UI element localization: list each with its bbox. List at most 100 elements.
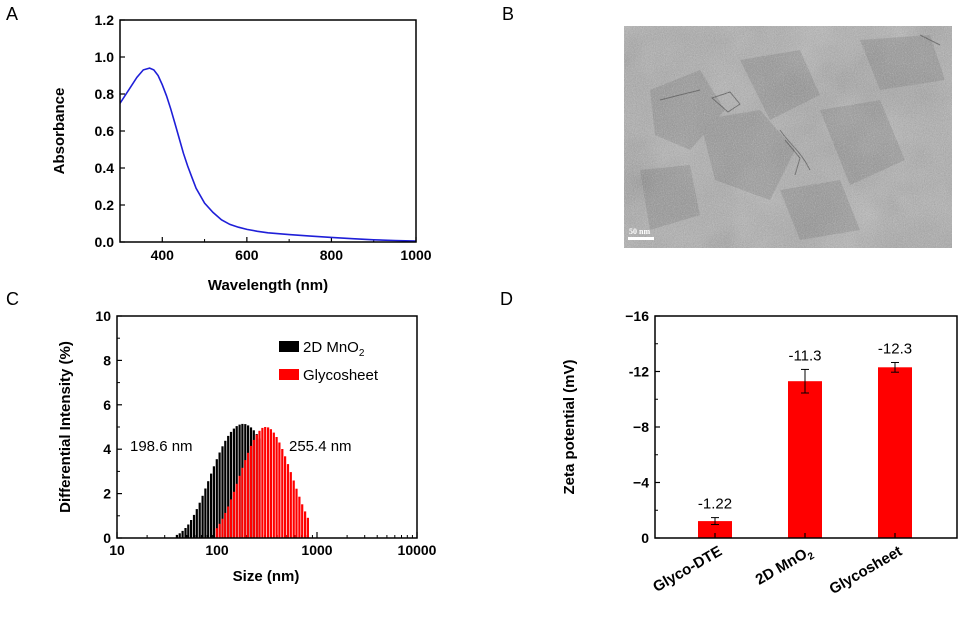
bar [218,523,221,538]
bar [232,491,235,538]
panel-c: C 10 100 1000 10000 0 2 4 6 8 10 2D MnO2 Glycoshe… [6,289,437,585]
x-tick-label: 600 [235,247,259,263]
bar [227,506,230,538]
bar [272,432,275,538]
bar [198,502,201,538]
x-tick-label: 100 [205,542,229,558]
x-tick-label: 400 [151,247,175,263]
y-tick-label: 0.6 [95,123,115,139]
bar [264,427,267,538]
bar [229,499,233,538]
panel-label-d: D [500,289,513,309]
bar [192,514,196,538]
absorbance-curve [120,67,416,242]
panel-a-ticks: 400 600 800 1000 0.0 0.2 0.4 0.6 0.8 1.0 1.2 [95,12,432,263]
value-label: -12.3 [878,340,912,357]
x-tick-label: 1000 [400,247,431,263]
bar [278,442,281,538]
bar [224,512,227,538]
bar [207,481,210,538]
panel-a-ylabel: Absorbance [51,88,68,175]
y-tick-label: 6 [103,397,111,413]
bar [298,496,301,538]
bar [306,517,309,538]
bar [247,452,250,538]
y-tick-label: 0 [641,530,649,546]
bar [215,459,218,538]
series-glycosheet [215,427,309,538]
bar [261,427,264,538]
bar [241,467,244,538]
panel-c-frame [116,315,418,539]
bar [227,435,230,538]
y-tick-label: 0.0 [95,234,115,250]
bar [304,511,307,538]
panel-c-xlabel: Size (nm) [233,568,300,585]
y-tick-label: 1.0 [95,49,115,65]
scale-bar-label: 50 nm [629,227,650,236]
x-tick-label: 800 [320,247,344,263]
legend-swatch [279,369,299,380]
bar-glycosheet [878,367,912,538]
bar [187,524,190,538]
bar [221,518,224,538]
bar-2d-mno [788,381,822,538]
bar [255,434,258,538]
y-tick-label: 0.8 [95,86,115,102]
y-tick-label: 4 [103,441,111,457]
bar [301,504,304,538]
bar [292,480,295,538]
x-tick-label: 10000 [398,542,437,558]
bar [221,446,224,538]
bar [201,495,204,538]
legend-label: 2D MnO2 [303,339,365,359]
bar [215,528,218,538]
bar [204,488,207,538]
panel-a: A 400 600 800 1000 0.0 0.2 0.4 0.6 0.8 1.0 1.2 Wav… [6,4,432,294]
panel-a-frame [119,19,417,243]
panel-label-c: C [6,289,19,309]
bar [238,475,241,538]
legend-item-2d-mno2: 2D MnO2 [279,339,365,359]
panel-a-xlabel: Wavelength (nm) [208,277,328,294]
value-label: -1.22 [698,496,732,513]
value-label: -11.3 [788,347,821,364]
bar [295,488,298,538]
y-tick-label: 0 [103,530,111,546]
bar [289,472,292,538]
panel-c-ticks: 10 100 1000 10000 0 2 4 6 8 10 [95,308,436,558]
y-tick-label: 8 [103,352,111,368]
panel-d-ylabel: Zeta potential (mV) [561,359,578,494]
x-tick-label: 1000 [301,542,332,558]
panel-d-bars: -1.22 Glyco-DTE -11.3 2D MnO2 -12.3 Glycoshee… [650,340,912,597]
y-tick-label: 0.4 [95,160,115,176]
bar [286,464,290,538]
y-tick-label: 1.2 [95,12,115,28]
bar [212,466,215,538]
annotation-glycosheet-size: 255.4 nm [289,438,352,455]
bar [218,452,221,538]
bar [269,429,272,538]
bar-glyco-dte [698,521,732,538]
bar [275,437,278,538]
legend: 2D MnO2 Glycosheet [279,339,379,384]
bar [175,534,178,538]
panel-label-a: A [6,4,18,24]
tem-image: 50 nm [624,26,952,248]
bar [281,449,284,538]
y-tick-label: 0.2 [95,197,115,213]
panel-b: B 50 nm [502,4,952,248]
bar [235,483,238,538]
legend-label: Glycosheet [303,367,379,384]
x-tick-label: 10 [109,542,125,558]
y-tick-label: −8 [633,419,649,435]
bar [190,520,193,538]
panel-label-b: B [502,4,514,24]
bar [252,439,255,538]
x-tick-label: Glycosheet [826,543,905,598]
bar [249,445,253,538]
bar [258,430,261,538]
legend-item-glycosheet: Glycosheet [279,367,379,384]
x-tick-label: 2D MnO2 [753,543,817,592]
bar [224,440,227,538]
